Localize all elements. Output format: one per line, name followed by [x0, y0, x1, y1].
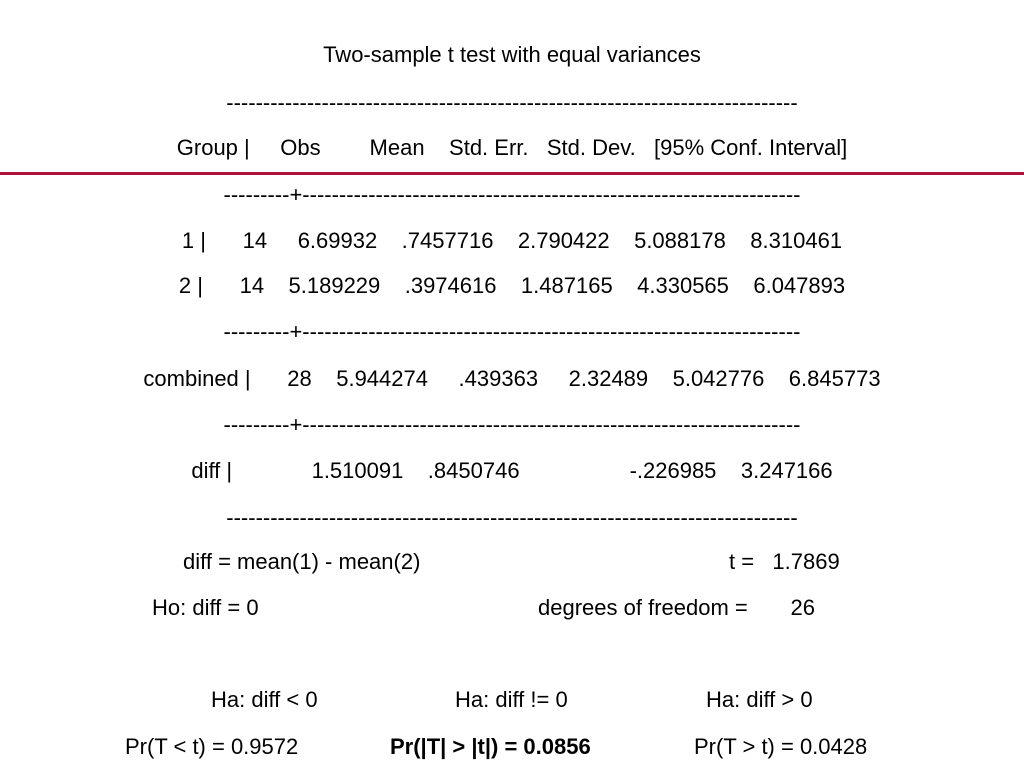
ha-less-than: Ha: diff < 0 — [211, 687, 318, 712]
table-row-diff: diff | 1.510091 .8450746 -.226985 3.2471… — [191, 458, 833, 483]
separator-split-2: ---------+------------------------------… — [223, 319, 801, 344]
null-hypothesis: Ho: diff = 0 — [152, 595, 259, 620]
separator-bottom: ----------------------------------------… — [226, 505, 798, 530]
table-row-group-1: 1 | 14 6.69932 .7457716 2.790422 5.08817… — [181, 228, 843, 253]
table-header-row: Group | Obs Mean Std. Err. Std. Dev. [95… — [176, 135, 848, 160]
separator-split-3: ---------+------------------------------… — [223, 412, 801, 437]
separator-top: ----------------------------------------… — [226, 90, 798, 115]
diff-definition: diff = mean(1) - mean(2) — [183, 549, 421, 574]
p-value-two-sided: Pr(|T| > |t|) = 0.0856 — [390, 734, 591, 759]
accent-rule — [0, 172, 1024, 175]
slide-title: Two-sample t test with equal variances — [323, 42, 701, 67]
p-value-upper: Pr(T > t) = 0.0428 — [694, 734, 868, 759]
ha-greater-than: Ha: diff > 0 — [706, 687, 813, 712]
separator-split-1: ---------+------------------------------… — [223, 182, 801, 207]
degrees-of-freedom: degrees of freedom = 26 — [538, 595, 815, 620]
table-row-combined: combined | 28 5.944274 .439363 2.32489 5… — [143, 366, 881, 391]
table-row-group-2: 2 | 14 5.189229 .3974616 1.487165 4.3305… — [178, 273, 846, 298]
t-statistic: t = 1.7869 — [729, 549, 840, 574]
p-value-lower: Pr(T < t) = 0.9572 — [125, 734, 299, 759]
ha-not-equal: Ha: diff != 0 — [455, 687, 568, 712]
